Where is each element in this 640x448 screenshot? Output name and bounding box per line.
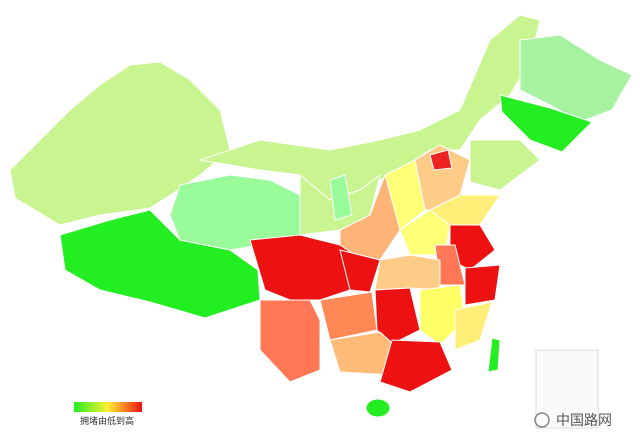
region (374, 287, 421, 346)
region (519, 34, 633, 123)
region (319, 291, 378, 341)
region (399, 209, 451, 256)
legend-label: 拥堵由低到高 (80, 415, 134, 427)
region (419, 284, 466, 346)
region (469, 139, 541, 191)
region (259, 299, 321, 383)
legend-bar (74, 402, 142, 412)
region (379, 339, 453, 393)
watermark: 中国路网 (556, 413, 612, 429)
region (464, 264, 501, 306)
region (365, 398, 391, 418)
watermark-icon (534, 412, 550, 428)
region (374, 254, 441, 291)
provinces (9, 14, 633, 418)
region (329, 174, 353, 221)
region (499, 94, 593, 153)
region (59, 209, 261, 319)
region (487, 337, 501, 373)
region (454, 301, 493, 351)
region (9, 61, 231, 226)
region (429, 149, 453, 171)
